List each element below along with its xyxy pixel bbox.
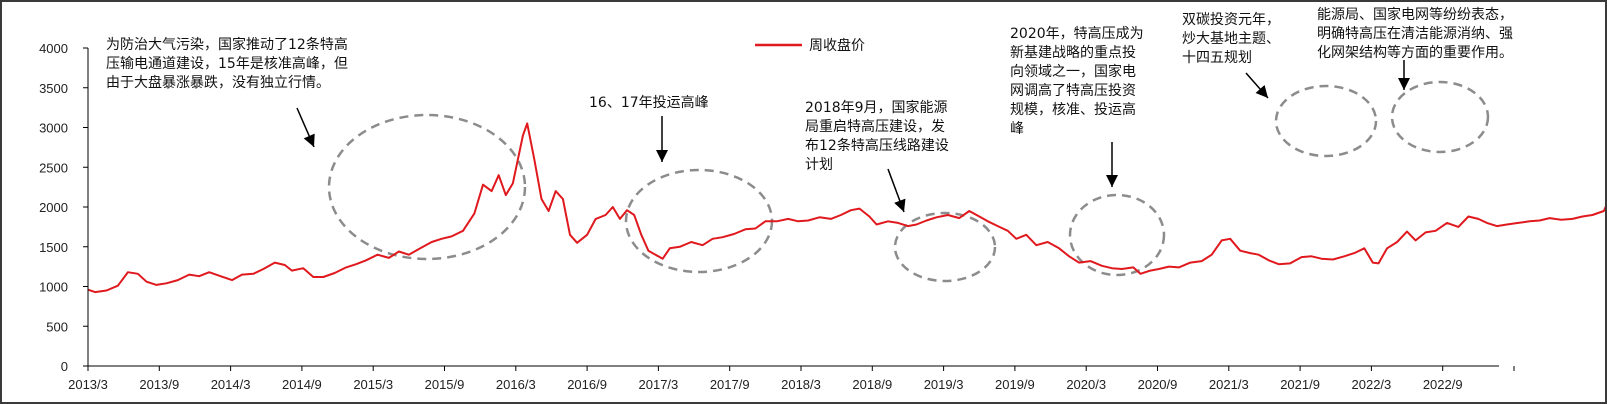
highlight-ellipse (893, 211, 997, 283)
legend-label: 周收盘价 (809, 37, 865, 54)
annotation-line: 十四五规划 (1182, 50, 1252, 66)
annotation-line: 明确特高压在清洁能源消纳、强 (1317, 25, 1513, 42)
arrow-head (894, 198, 906, 212)
highlight-ellipse (1390, 80, 1490, 154)
x-tick-label: 2021/9 (1280, 377, 1320, 392)
x-tick-label: 2020/9 (1138, 377, 1178, 392)
annotation-line: 局重启特高压建设，发 (805, 118, 945, 135)
annotation-line: 为防治大气污染，国家推动了12条特高 (106, 36, 348, 53)
annotation-line: 向领域之一，国家电 (1010, 63, 1136, 80)
y-tick-label: 500 (46, 319, 68, 334)
x-tick-label: 2017/9 (710, 377, 750, 392)
x-tick-label: 2016/9 (567, 377, 607, 392)
series-line (87, 122, 1605, 294)
highlight-ellipse (1274, 84, 1378, 158)
axes: 0 500 1000 1500 2000 2500 3000 3500 4000 2013/3 20… (39, 41, 1515, 392)
x-tick-label: 2022/9 (1423, 377, 1463, 392)
highlight-ellipses (327, 80, 1490, 283)
arrow-head (303, 133, 315, 147)
x-tick-label: 2017/3 (639, 377, 679, 392)
x-tick-label: 2015/3 (353, 377, 393, 392)
annotation-line: 布12条特高压线路建设 (805, 137, 949, 154)
x-tick-label: 2018/9 (852, 377, 892, 392)
annotation-line: 16、17年投运高峰 (589, 94, 709, 111)
x-tick-label: 2022/3 (1352, 377, 1392, 392)
annotation-line: 由于大盘暴涨暴跌，没有独立行情。 (106, 74, 330, 91)
x-tick-label: 2020/3 (1066, 377, 1106, 392)
annotation-line: 计划 (805, 157, 833, 173)
annotation-line: 双碳投资元年， (1182, 12, 1280, 28)
annotation-line: 新基建战略的重点投 (1010, 44, 1136, 61)
annotation-line: 压输电通道建设，15年是核准高峰，但 (106, 55, 348, 72)
x-tick-label: 2019/9 (995, 377, 1035, 392)
x-tick-label: 2019/3 (924, 377, 964, 392)
annotation-line: 规模，核准、投运高 (1010, 101, 1136, 118)
annotation-line: 网调高了特高压投资 (1010, 82, 1136, 99)
arrow-head (1398, 78, 1410, 90)
annotation-line: 能源局、国家电网等纷纷表态， (1317, 6, 1513, 23)
y-tick-label: 2500 (39, 160, 68, 175)
y-tick-label: 4000 (39, 41, 68, 56)
x-tick-label: 2021/3 (1209, 377, 1249, 392)
legend: 周收盘价 (755, 37, 865, 54)
x-tick-label: 2015/9 (425, 377, 465, 392)
annotation-line: 化网架结构等方面的重要作用。 (1317, 44, 1513, 61)
arrow-head (1255, 85, 1268, 98)
annotation-line: 峰 (1010, 121, 1024, 137)
annotation-line: 炒大基地主题、 (1182, 30, 1280, 47)
highlight-ellipse (624, 168, 774, 274)
highlight-ellipse (327, 113, 527, 261)
y-tick-label: 0 (61, 359, 68, 374)
y-tick-label: 2000 (39, 200, 68, 215)
annotations: 为防治大气污染，国家推动了12条特高压输电通道建设，15年是核准高峰，但由于大盘… (106, 6, 1513, 213)
x-tick-label: 2018/3 (781, 377, 821, 392)
annotation-line: 2018年9月，国家能源 (805, 99, 948, 116)
y-tick-label: 3500 (39, 81, 68, 96)
x-tick-label: 2014/3 (211, 377, 251, 392)
arrow-head (1106, 175, 1118, 187)
x-tick-label: 2016/3 (496, 377, 536, 392)
x-tick-label: 2014/9 (282, 377, 322, 392)
y-tick-label: 1000 (39, 280, 68, 295)
series-layer (87, 122, 1605, 294)
x-tick-label: 2013/3 (68, 377, 108, 392)
y-tick-label: 3000 (39, 121, 68, 136)
highlight-ellipse (1068, 193, 1166, 277)
x-tick-label: 2013/9 (139, 377, 179, 392)
y-tick-label: 1500 (39, 240, 68, 255)
arrow-head (656, 150, 668, 162)
annotation-line: 2020年，特高压成为 (1010, 25, 1144, 42)
